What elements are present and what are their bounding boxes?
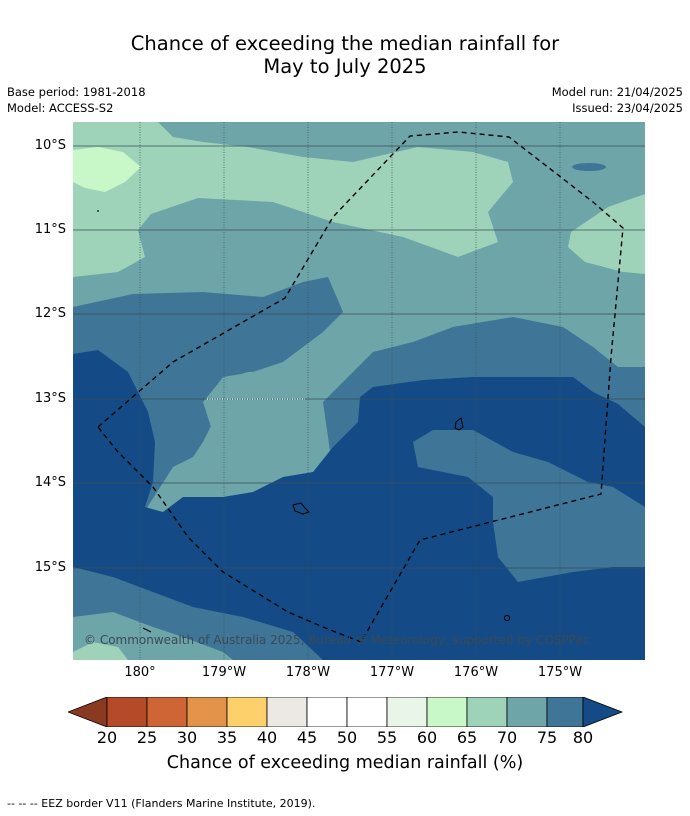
colorbar-bin-50-55 — [346, 697, 388, 727]
lat-label-14s: 14°S — [34, 475, 66, 490]
cbar-tick-50: 50 — [336, 728, 358, 747]
cbar-tick-70: 70 — [496, 728, 518, 747]
cbar-tick-30: 30 — [176, 728, 198, 747]
cbar-tick-40: 40 — [256, 728, 278, 747]
colorbar-bin-70-75 — [506, 697, 548, 727]
eez-footnote: -- -- -- EEZ border V11 (Flanders Marine… — [7, 797, 316, 810]
colorbar-bin-20-25 — [106, 697, 148, 727]
title-line-1: Chance of exceeding the median rainfall … — [130, 32, 560, 55]
island-south — [503, 614, 511, 622]
island-east — [454, 417, 464, 431]
cbar-tick-25: 25 — [136, 728, 158, 747]
metadata-right: Model run: 21/04/2025 Issued: 23/04/2025 — [552, 84, 683, 116]
colorbar-bin-25-30 — [146, 697, 188, 727]
lon-label-178w: 178°W — [285, 665, 331, 680]
colorbar-bin-55-60 — [386, 697, 428, 727]
zone-above-80 — [73, 350, 645, 660]
cbar-tick-55: 55 — [376, 728, 398, 747]
lat-label-12s: 12°S — [34, 306, 66, 321]
title-line-2: May to July 2025 — [263, 55, 427, 78]
lon-label-175w: 175°W — [537, 665, 583, 680]
issued-date: Issued: 23/04/2025 — [572, 101, 683, 115]
lat-label-15s: 15°S — [34, 560, 66, 575]
model-name: Model: ACCESS-S2 — [7, 101, 114, 115]
colorbar-bin-30-35 — [186, 697, 228, 727]
colorbar-arrow-high — [582, 697, 624, 727]
lon-label-179w: 179°W — [201, 665, 247, 680]
graticule — [139, 122, 561, 660]
colorbar-bin-75-80 — [546, 697, 584, 727]
cbar-tick-60: 60 — [416, 728, 438, 747]
colorbar-arrow-low — [68, 697, 108, 727]
metadata-left: Base period: 1981-2018 Model: ACCESS-S2 — [7, 84, 146, 116]
colorbar-title: Chance of exceeding median rainfall (%) — [166, 753, 524, 773]
zone-75-80-small — [572, 163, 606, 171]
zone-70-75-center — [203, 362, 311, 462]
zone-60-65 — [73, 147, 141, 192]
base-period: Base period: 1981-2018 — [7, 85, 146, 99]
colorbar-bin-45-50 — [306, 697, 348, 727]
colorbar-bin-60-65 — [426, 697, 468, 727]
cbar-tick-75: 75 — [536, 728, 558, 747]
colorbar — [68, 697, 624, 727]
lon-label-176w: 176°W — [453, 665, 499, 680]
island-southwest — [142, 627, 152, 633]
lat-label-11s: 11°S — [34, 222, 66, 237]
colorbar-bin-65-70 — [466, 697, 508, 727]
lon-label-177w: 177°W — [369, 665, 415, 680]
cbar-tick-65: 65 — [456, 728, 478, 747]
cbar-tick-45: 45 — [296, 728, 318, 747]
zone-65-70-topleft — [73, 122, 513, 277]
copyright-text: © Commonwealth of Australia 2025, Bureau… — [84, 633, 590, 647]
zone-65-70-right — [568, 194, 645, 274]
cbar-tick-20: 20 — [96, 728, 118, 747]
rainfall-map — [73, 122, 645, 660]
lat-label-13s: 13°S — [34, 391, 66, 406]
cbar-tick-80: 80 — [572, 728, 594, 747]
lat-label-10s: 10°S — [34, 138, 66, 153]
lon-label-180: 180° — [124, 665, 156, 680]
colorbar-bin-35-40 — [226, 697, 268, 727]
graticule-lat — [73, 145, 645, 569]
cbar-tick-35: 35 — [216, 728, 238, 747]
map-title: Chance of exceeding the median rainfall … — [0, 32, 690, 78]
zone-65-70-bottomleft — [73, 642, 128, 660]
island-central — [292, 502, 310, 515]
model-run: Model run: 21/04/2025 — [551, 85, 683, 99]
island-tiny — [97, 210, 99, 212]
colorbar-bin-40-45 — [266, 697, 308, 727]
